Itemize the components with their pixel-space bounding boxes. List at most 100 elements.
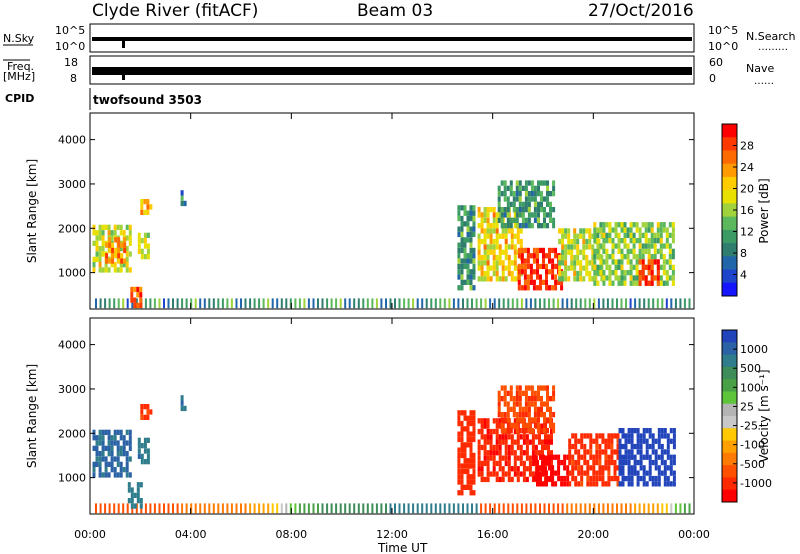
echo-cell [644, 248, 648, 254]
nave-legend-dots: …… [754, 76, 774, 87]
scatter-cell [443, 503, 446, 514]
echo-cell [128, 267, 132, 273]
echo-cell [495, 450, 499, 456]
scatter-cell [656, 503, 659, 514]
echo-cell [552, 191, 556, 197]
echo-cell [629, 280, 633, 286]
colorbar-tick-label: 100 [740, 381, 761, 394]
echo-cell [527, 223, 531, 229]
echo-cell [518, 396, 522, 402]
echo-cell [119, 224, 123, 230]
echo-cell [576, 249, 580, 255]
scatter-cell [493, 298, 496, 309]
echo-cell [146, 404, 150, 410]
echo-cell [660, 449, 664, 455]
echo-cell [534, 455, 538, 461]
echo-cell [666, 449, 670, 455]
echo-cell [495, 244, 499, 250]
y-tick-label: 2000 [58, 427, 86, 440]
scatter-cell [620, 503, 623, 514]
scatter-cell [190, 298, 193, 309]
colorbar-tick-label: 12 [740, 226, 754, 239]
echo-cell [626, 254, 630, 260]
echo-cell [659, 264, 663, 270]
echo-cell [460, 452, 464, 459]
echo-cell [507, 450, 511, 456]
echo-cell [593, 227, 597, 233]
echo-cell [668, 275, 672, 281]
echo-cell [125, 429, 129, 435]
echo-cell [143, 199, 147, 205]
scatter-cell [330, 503, 333, 514]
echo-cell [123, 247, 127, 254]
echo-cell [527, 212, 531, 218]
echo-cell [627, 428, 631, 434]
scatter-cell [403, 503, 406, 514]
echo-cell [567, 233, 571, 239]
echo-cell [105, 242, 109, 248]
echo-cell [623, 280, 627, 286]
echo-cell [530, 417, 534, 423]
echo-cell [92, 472, 96, 478]
echo-cell [534, 434, 538, 440]
echo-cell [651, 459, 655, 466]
scatter-cell [380, 503, 383, 514]
echo-cell [596, 280, 600, 286]
echo-cell [495, 476, 499, 483]
echo-cell [492, 455, 496, 461]
echo-cell [472, 452, 476, 459]
echo-cell [593, 248, 597, 254]
echo-cell [492, 466, 496, 472]
echo-cell [143, 448, 147, 454]
echo-cell [558, 265, 562, 271]
echo-cell [532, 279, 536, 285]
echo-cell [593, 275, 597, 281]
echo-cell [497, 217, 501, 223]
scatter-cell [611, 298, 614, 309]
echo-cell [463, 452, 467, 459]
echo-cell [98, 456, 102, 462]
echo-cell [627, 449, 631, 455]
echo-cell [143, 414, 147, 420]
echo-cell [604, 454, 608, 460]
echo-cell [563, 459, 567, 466]
echo-cell [564, 276, 568, 282]
echo-cell [466, 442, 470, 448]
echo-cell [632, 275, 636, 281]
echo-cell [503, 196, 507, 202]
echo-cell [101, 435, 105, 441]
scatter-cell [493, 503, 496, 514]
nsky-tick-top: 10^5 [55, 24, 85, 37]
colorbar-swatch [722, 489, 737, 503]
echo-cell [608, 238, 612, 244]
echo-cell [629, 275, 633, 281]
echo-cell [610, 443, 614, 450]
echo-cell [529, 274, 533, 280]
echo-cell [540, 191, 543, 197]
echo-cell [527, 201, 531, 207]
echo-cell [119, 445, 123, 451]
echo-cell [607, 481, 611, 487]
echo-cell [558, 228, 562, 234]
scatter-cell [267, 298, 270, 309]
echo-cell [463, 221, 467, 227]
echo-cell [579, 270, 583, 277]
echo-cell [570, 249, 574, 255]
echo-cell [513, 254, 517, 261]
echo-cell [653, 248, 657, 254]
echo-cell [592, 465, 596, 471]
echo-cell [492, 265, 496, 271]
scatter-cell [606, 298, 609, 309]
echo-cell [648, 433, 652, 439]
echo-cell [527, 180, 531, 186]
scatter-cell [163, 503, 165, 514]
echo-cell [509, 396, 513, 402]
echo-cell [654, 465, 658, 471]
scatter-cell [683, 503, 686, 514]
scatter-cell [212, 503, 215, 514]
scatter-cell [95, 503, 97, 514]
echo-cell [527, 428, 531, 434]
scatter-cell [629, 503, 632, 514]
echo-cell [568, 459, 572, 466]
